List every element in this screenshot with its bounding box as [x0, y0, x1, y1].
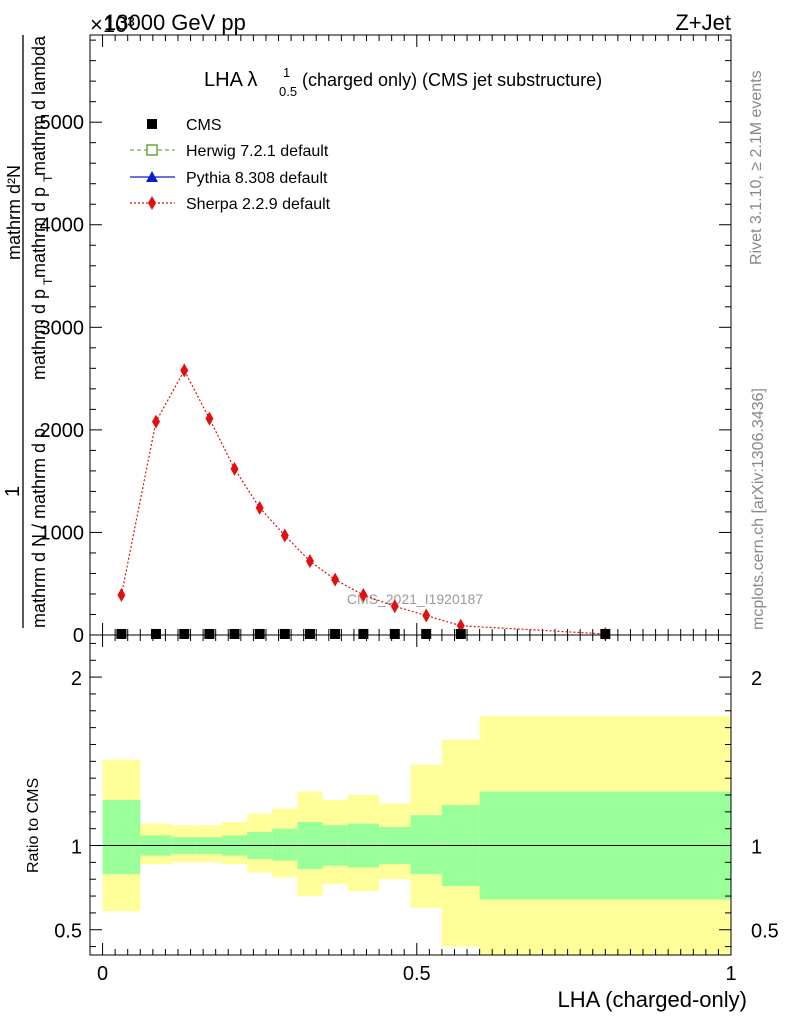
ratio-y-tick-label: 2: [71, 668, 82, 690]
ylabel-d2n: mathrm d²N: [4, 165, 24, 260]
legend-label-herwig: Herwig 7.2.1 default: [186, 143, 329, 160]
sherpa-point: [255, 500, 264, 515]
cms-point: [330, 628, 341, 639]
sherpa-point: [359, 588, 368, 602]
ratio-y-tick-label-right: 0.5: [751, 921, 779, 943]
cms-point: [358, 628, 369, 639]
header-energy: 13000 GeV pp: [104, 10, 246, 35]
ylabel-dpt2: mathrm d p: [29, 187, 49, 278]
sherpa-point: [331, 572, 340, 587]
ylabel-dpt-sub: T: [41, 277, 55, 285]
ratio-panel: 0.5 0.5 1 1 2 2 0 0.5 1 Ratio to CMS LHA (charge…: [25, 634, 779, 1012]
main-ylabel: 1 mathrm d N / mathrm d p mathrm d²N mat…: [2, 35, 55, 628]
sherpa-point: [117, 588, 126, 602]
ylabel-dlambda: mathrm d lambda: [29, 35, 49, 176]
cms-point: [179, 628, 190, 639]
sherpa-point: [180, 363, 189, 378]
ratio-xlabel: LHA (charged-only): [557, 987, 747, 1012]
ylabel-one: 1: [2, 486, 24, 497]
legend-entry-sherpa: Sherpa 2.2.9 default: [130, 196, 331, 213]
y-tick-label: 4000: [40, 215, 85, 237]
cms-point: [116, 628, 127, 639]
sherpa-point: [390, 599, 399, 614]
legend-label-pythia: Pythia 8.308 default: [186, 170, 328, 187]
y-tick-label: 3000: [40, 317, 85, 339]
title-superscript: 1: [283, 65, 290, 80]
sherpa-line: [120, 369, 606, 635]
cms-point: [389, 628, 400, 639]
ratio-y-tick-label-right: 2: [751, 668, 762, 690]
legend-marker-pythia: [146, 171, 158, 182]
cms-point: [254, 628, 265, 639]
header-exponent: ×10³: [90, 12, 135, 37]
rivet-version-label: Rivet 3.1.10, ≥ 2.1M events: [748, 70, 765, 265]
legend: CMS Herwig 7.2.1 default Pythia 8.308 de…: [130, 117, 331, 213]
cms-point: [421, 628, 432, 639]
cms-point: [304, 628, 315, 639]
legend-label-cms: CMS: [186, 117, 222, 134]
legend-label-sherpa: Sherpa 2.2.9 default: [186, 196, 331, 213]
legend-marker-cms: [147, 119, 157, 129]
legend-entry-herwig: Herwig 7.2.1 default: [130, 143, 329, 160]
uncertainty-band-green: [102, 800, 141, 875]
watermark: CMS_2021_I1920187: [347, 591, 483, 607]
cms-point: [600, 628, 611, 639]
sherpa-point: [280, 528, 289, 543]
title-subscript: 0.5: [279, 84, 297, 99]
legend-marker-herwig: [146, 144, 158, 156]
cms-point: [204, 628, 215, 639]
ylabel-dpt: mathrm d p: [29, 289, 49, 380]
sherpa-point: [422, 608, 431, 623]
mcplots-url-label: mcplots.cern.ch [arXiv:1306.3436]: [750, 388, 767, 630]
legend-entry-cms: CMS: [147, 117, 222, 134]
ratio-y-tick-label: 0.5: [54, 921, 82, 943]
y-tick-label: 1000: [40, 522, 85, 544]
uncertainty-band-green: [272, 828, 298, 861]
y-tick-label: 5000: [40, 112, 85, 134]
y-tick-label: 2000: [40, 420, 85, 442]
ratio-x-tick-label: 0.5: [403, 963, 431, 985]
cms-point: [150, 628, 161, 639]
ylabel-dpt2-sub: T: [41, 174, 55, 182]
uncertainty-band-green: [410, 815, 442, 875]
title-main: LHA λ: [204, 69, 257, 91]
header-process: Z+Jet: [675, 10, 731, 35]
sherpa-point: [305, 554, 314, 569]
cms-point: [279, 628, 290, 639]
legend-entry-pythia: Pythia 8.308 default: [130, 170, 328, 187]
main-title: LHA λ 1 0.5 (charged only) (CMS jet subs…: [204, 65, 602, 99]
sherpa-point: [205, 411, 214, 426]
cms-point: [455, 628, 466, 639]
ylabel-denominator: mathrm d N / mathrm d p: [29, 428, 49, 628]
ratio-y-tick-label: 1: [71, 837, 82, 859]
legend-marker-sherpa: [148, 196, 156, 210]
ratio-ylabel: Ratio to CMS: [25, 778, 42, 873]
cms-point: [229, 628, 240, 639]
ratio-x-tick-label: 0: [97, 963, 108, 985]
ratio-y-tick-label-right: 1: [751, 837, 762, 859]
sherpa-point: [151, 414, 160, 429]
y-tick-label: 0: [73, 625, 84, 647]
title-rest: (charged only) (CMS jet substructure): [302, 70, 602, 90]
sherpa-point: [230, 461, 239, 476]
ratio-x-tick-label: 1: [725, 963, 736, 985]
